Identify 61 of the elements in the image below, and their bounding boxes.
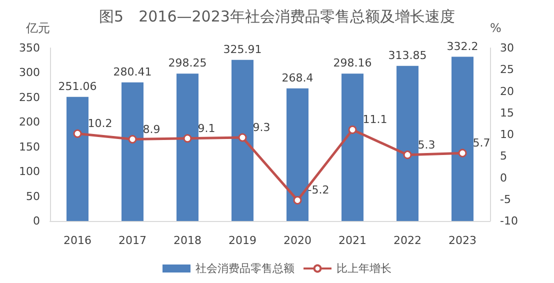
bar — [122, 82, 144, 221]
y2-tick-label: 10 — [500, 128, 514, 141]
bar — [342, 74, 364, 221]
bar — [396, 66, 418, 221]
data-label: 5.3 — [418, 138, 436, 152]
data-label: 298.16 — [333, 56, 372, 70]
y-tick-label: 350 — [19, 42, 40, 54]
point — [183, 134, 192, 143]
data-label: 268.4 — [282, 71, 314, 84]
data-label: 325.91 — [223, 42, 262, 56]
point — [348, 125, 357, 134]
data-label: 5.7 — [472, 136, 490, 150]
y2-tick-label: 15 — [500, 106, 514, 120]
y2-tick-label: 5 — [500, 150, 507, 163]
bar — [232, 60, 254, 221]
y2-axis-title: % — [490, 21, 502, 35]
legend-label: 社会消费品零售总额 — [196, 262, 294, 275]
data-label: 313.85 — [388, 48, 427, 62]
y2-tick-label: -5 — [500, 192, 511, 206]
x-tick-label: 2017 — [118, 234, 146, 247]
x-tick-label: 2016 — [64, 234, 92, 247]
y2-tick-label: -10 — [500, 214, 518, 228]
data-label: 10.2 — [88, 117, 112, 130]
bar — [286, 88, 308, 221]
y-tick-label: 250 — [19, 90, 40, 104]
data-label: 251.06 — [58, 80, 97, 93]
y-axis-title: 亿元 — [25, 21, 50, 35]
chart-title: 图5 2016—2023年社会消费品零售总额及增长速度 — [99, 8, 455, 26]
y-tick-label: 100 — [19, 165, 40, 178]
y2-tick-label: 25 — [500, 63, 514, 76]
data-label: 298.25 — [168, 56, 207, 70]
data-label: 9.3 — [252, 121, 270, 134]
x-tick-label: 2022 — [394, 234, 422, 247]
data-label: 280.41 — [113, 65, 152, 78]
bar — [452, 56, 474, 221]
data-label: 332.2 — [446, 40, 478, 53]
point — [293, 196, 302, 204]
x-tick-label: 2021 — [338, 234, 366, 247]
y2-tick-label: 0 — [500, 171, 507, 184]
point — [128, 135, 137, 144]
y2-tick-label: 20 — [500, 84, 514, 98]
data-label: 8.9 — [142, 122, 160, 136]
data-label: 9.1 — [198, 122, 216, 135]
y-tick-label: 0 — [33, 214, 40, 228]
x-tick-label: 2018 — [174, 234, 202, 247]
x-tick-label: 2019 — [228, 234, 256, 247]
y-tick-label: 50 — [26, 190, 40, 203]
point — [238, 133, 247, 142]
bar — [66, 96, 88, 221]
x-tick-label: 2023 — [448, 234, 476, 247]
y-tick-label: 200 — [19, 116, 40, 129]
y-tick-label: 300 — [19, 66, 40, 80]
y-tick-label: 150 — [19, 140, 40, 154]
bar — [176, 74, 198, 221]
point — [73, 129, 82, 138]
legend-label: 比上年增长 — [336, 262, 392, 275]
y2-tick-label: 30 — [500, 42, 514, 54]
x-tick-label: 2020 — [284, 234, 312, 247]
data-label: 11.1 — [362, 113, 388, 126]
point — [458, 148, 467, 158]
point — [403, 150, 412, 160]
